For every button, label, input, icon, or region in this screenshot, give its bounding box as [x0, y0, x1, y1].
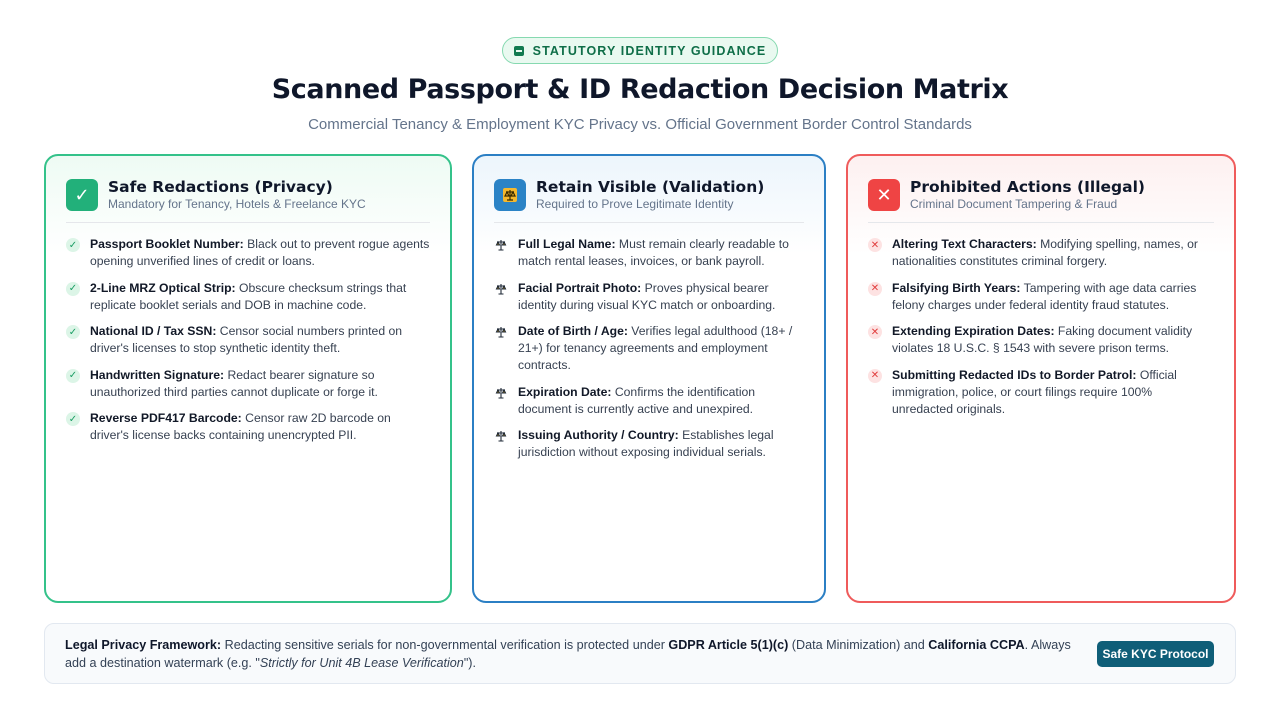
scales-icon: [494, 429, 508, 443]
item-term: Date of Birth / Age:: [518, 324, 628, 338]
footer-text-part: . Always add a destination watermark (e.…: [65, 638, 1071, 670]
list-item: ✕ Extending Expiration Dates: Faking docu…: [868, 323, 1214, 357]
cross-icon: ✕: [868, 325, 882, 339]
footer-lead: Legal Privacy Framework:: [65, 638, 222, 652]
card-subtitle: Mandatory for Tenancy, Hotels & Freelanc…: [108, 197, 366, 211]
scales-icon: [494, 238, 508, 252]
check-icon: ✓: [66, 281, 80, 296]
footer-text-part: (Data Minimization) and: [788, 638, 929, 652]
card-header: ✕ Prohibited Actions (Illegal) Criminal …: [868, 178, 1214, 223]
card-subtitle: Required to Prove Legitimate Identity: [536, 197, 734, 211]
card-header: Retain Visible (Validation) Required to …: [494, 178, 804, 223]
scales-icon: [494, 325, 508, 339]
cross-icon: ✕: [868, 281, 882, 296]
item-desc: Establishes legal jurisdiction without e…: [518, 428, 774, 459]
footer-text-part: ").: [463, 656, 476, 670]
prohibited-actions-card: ✕ Prohibited Actions (Illegal) Criminal …: [846, 154, 1236, 603]
list-item: Issuing Authority / Country: Establishes…: [494, 427, 804, 461]
safe-list: ✓ Passport Booklet Number: Black out to p…: [66, 236, 430, 444]
prohibited-list: ✕ Altering Text Characters: Modifying spe…: [868, 236, 1214, 418]
watermark-example: Strictly for Unit 4B Lease Verification: [259, 656, 464, 670]
minus-square-icon: [513, 45, 524, 56]
scales-icon: [494, 386, 508, 400]
cross-icon: ✕: [868, 238, 882, 252]
legal-framework-footer: Legal Privacy Framework: Redacting sensi…: [44, 623, 1236, 684]
item-term: Altering Text Characters:: [892, 237, 1037, 251]
item-desc: Censor social numbers printed on driver'…: [90, 324, 403, 355]
list-item: ✓ National ID / Tax SSN: Censor social nu…: [66, 323, 430, 357]
list-item: ✓ 2-Line MRZ Optical Strip: Obscure check…: [66, 280, 430, 314]
item-desc: Modifying spelling, names, or nationalit…: [892, 237, 1198, 268]
item-term: National ID / Tax SSN:: [90, 324, 217, 338]
scales-icon: [494, 179, 526, 211]
ccpa-reference: California CCPA: [928, 638, 1025, 652]
item-desc: Confirms the identification document is …: [518, 384, 756, 416]
list-item: Facial Portrait Photo: Proves physical b…: [494, 280, 804, 314]
item-term: Falsifying Birth Years:: [892, 280, 1021, 295]
safe-redactions-card: ✓ Safe Redactions (Privacy) Mandatory fo…: [44, 154, 452, 603]
card-title: Retain Visible (Validation): [536, 178, 765, 196]
footer-text: Legal Privacy Framework: Redacting sensi…: [65, 636, 1095, 672]
item-desc: Black out to prevent rogue agents openin…: [90, 237, 430, 268]
item-desc: Official immigration, police, or court f…: [892, 367, 1177, 416]
item-desc: Must remain clearly readable to match re…: [518, 237, 789, 268]
item-term: Extending Expiration Dates:: [892, 324, 1055, 338]
guidance-badge: STATUTORY IDENTITY GUIDANCE: [502, 37, 778, 64]
scales-icon: [494, 282, 508, 296]
check-icon: ✓: [66, 238, 80, 252]
item-term: Submitting Redacted IDs to Border Patrol…: [892, 367, 1137, 382]
badge-label: STATUTORY IDENTITY GUIDANCE: [532, 43, 767, 58]
item-desc: Faking document validity violates 18 U.S…: [892, 324, 1193, 355]
item-term: Facial Portrait Photo:: [518, 280, 642, 295]
list-item: ✕ Altering Text Characters: Modifying spe…: [868, 236, 1214, 270]
list-item: ✓ Handwritten Signature: Redact bearer si…: [66, 367, 430, 401]
item-term: Passport Booklet Number:: [90, 237, 244, 251]
item-desc: Obscure checksum strings that replicate …: [90, 280, 407, 312]
cross-icon: ✕: [868, 368, 882, 383]
footer-text-part: Redacting sensitive serials for non-gove…: [221, 638, 669, 652]
list-item: Full Legal Name: Must remain clearly rea…: [494, 236, 804, 270]
card-subtitle: Criminal Document Tampering & Fraud: [910, 197, 1118, 211]
checkmark-icon: ✓: [66, 179, 98, 211]
retain-list: Full Legal Name: Must remain clearly rea…: [494, 236, 804, 461]
item-desc: Censor raw 2D barcode on driver's licens…: [90, 411, 391, 442]
list-item: Expiration Date: Confirms the identifica…: [494, 384, 804, 418]
list-item: ✓ Passport Booklet Number: Black out to p…: [66, 236, 430, 270]
page-title: Scanned Passport & ID Redaction Decision…: [271, 74, 1009, 105]
item-desc: Verifies legal adulthood (18+ / 21+) for…: [518, 324, 793, 372]
item-desc: Redact bearer signature so unauthorized …: [90, 367, 378, 399]
item-term: Full Legal Name:: [518, 237, 616, 251]
item-term: 2-Line MRZ Optical Strip:: [90, 280, 236, 295]
check-icon: ✓: [66, 325, 80, 339]
item-term: Handwritten Signature:: [90, 367, 225, 382]
safe-kyc-protocol-button[interactable]: Safe KYC Protocol: [1097, 641, 1214, 667]
item-term: Expiration Date:: [518, 384, 612, 399]
gdpr-reference: GDPR Article 5(1)(c): [668, 638, 789, 652]
item-term: Issuing Authority / Country:: [518, 428, 679, 442]
check-icon: ✓: [66, 412, 80, 426]
list-item: ✓ Reverse PDF417 Barcode: Censor raw 2D b…: [66, 410, 430, 444]
list-item: ✕ Submitting Redacted IDs to Border Patro…: [868, 367, 1214, 418]
cross-icon: ✕: [868, 179, 900, 211]
check-icon: ✓: [66, 368, 80, 383]
page-subtitle: Commercial Tenancy & Employment KYC Priv…: [308, 116, 972, 133]
card-title: Prohibited Actions (Illegal): [910, 178, 1145, 196]
list-item: Date of Birth / Age: Verifies legal adul…: [494, 323, 804, 374]
retain-visible-card: Retain Visible (Validation) Required to …: [472, 154, 826, 603]
list-item: ✕ Falsifying Birth Years: Tampering with …: [868, 280, 1214, 314]
item-term: Reverse PDF417 Barcode:: [90, 411, 242, 425]
card-title: Safe Redactions (Privacy): [108, 178, 333, 196]
item-desc: Tampering with age data carries felony c…: [892, 280, 1197, 312]
card-header: ✓ Safe Redactions (Privacy) Mandatory fo…: [66, 178, 430, 223]
item-desc: Proves physical bearer identity during v…: [518, 280, 776, 312]
